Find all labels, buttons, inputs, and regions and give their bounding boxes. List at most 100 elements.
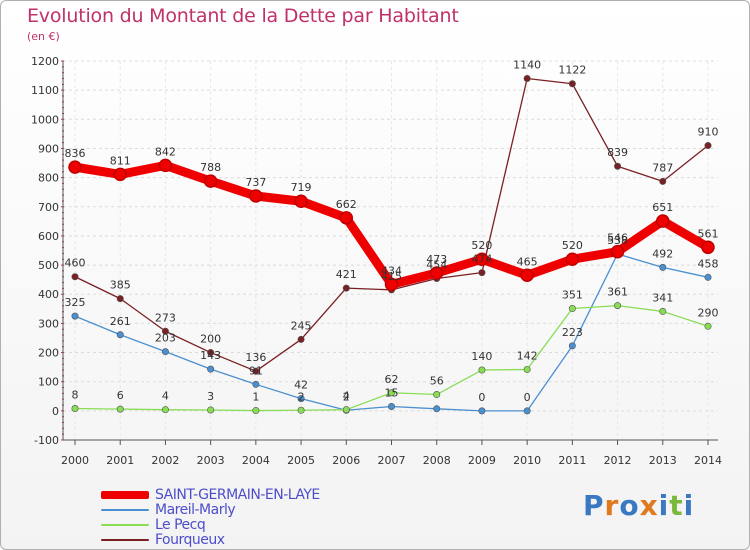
data-point xyxy=(342,284,350,292)
data-point xyxy=(252,367,260,375)
x-tick-label: 2013 xyxy=(649,454,677,467)
data-label: 245 xyxy=(291,319,312,332)
data-label: 142 xyxy=(517,349,538,362)
y-tick-label: 300 xyxy=(38,317,59,330)
data-label: 290 xyxy=(698,306,719,319)
data-point xyxy=(478,407,486,415)
data-point xyxy=(478,366,486,374)
data-label: 42 xyxy=(294,379,308,392)
data-point xyxy=(71,312,79,320)
legend-swatch xyxy=(101,523,149,526)
legend-swatch xyxy=(101,538,149,541)
data-point xyxy=(116,405,124,413)
data-label: 836 xyxy=(65,147,86,160)
logo-letter: i xyxy=(658,489,670,522)
data-point xyxy=(297,335,305,343)
logo-letter: o xyxy=(619,489,640,522)
y-tick-label: -100 xyxy=(34,434,59,447)
data-label: 520 xyxy=(562,239,583,252)
data-point xyxy=(297,406,305,414)
x-tick-label: 2003 xyxy=(197,454,225,467)
data-label: 415 xyxy=(381,270,402,283)
data-point xyxy=(568,342,576,350)
legend-item: Le Pecq xyxy=(101,516,320,533)
data-point xyxy=(339,211,354,225)
data-point xyxy=(207,365,215,373)
data-point xyxy=(158,158,173,173)
logo-letter: P xyxy=(583,489,605,522)
data-point xyxy=(71,273,79,281)
data-point xyxy=(659,307,667,315)
data-label: 454 xyxy=(426,258,447,271)
y-tick-label: 700 xyxy=(38,201,59,214)
data-label: 465 xyxy=(517,255,538,268)
legend-label: SAINT-GERMAIN-EN-LAYE xyxy=(155,486,320,503)
data-label: 1140 xyxy=(513,58,541,71)
data-point xyxy=(523,407,531,415)
data-label: 385 xyxy=(110,279,131,292)
data-point xyxy=(207,349,215,357)
data-point xyxy=(252,407,260,415)
legend-item: Mareil-Marly xyxy=(101,501,320,518)
data-point xyxy=(161,327,169,335)
data-point xyxy=(433,405,441,413)
data-label: 0 xyxy=(478,391,485,404)
data-point xyxy=(161,406,169,414)
data-label: 136 xyxy=(245,351,266,364)
data-label: 787 xyxy=(652,161,673,174)
data-label: 492 xyxy=(652,247,673,260)
legend: SAINT-GERMAIN-EN-LAYE Mareil-Marly Le Pecq… xyxy=(101,486,320,548)
x-tick-label: 2004 xyxy=(242,454,270,467)
data-label: 223 xyxy=(562,326,583,339)
logo-letter: t xyxy=(669,489,684,522)
logo-letter: r xyxy=(604,489,620,522)
data-label: 434 xyxy=(381,264,402,277)
data-label: 651 xyxy=(652,201,673,214)
legend-label: Fourqueux xyxy=(155,531,225,548)
data-label: 4 xyxy=(343,390,350,403)
data-label: 4 xyxy=(162,390,169,403)
chart-subtitle: (en €) xyxy=(27,30,60,43)
data-label: 91 xyxy=(249,364,263,377)
data-label: 341 xyxy=(652,291,673,304)
data-point xyxy=(704,322,712,330)
x-tick-label: 2005 xyxy=(287,454,315,467)
data-label: 421 xyxy=(336,268,357,281)
data-point xyxy=(565,252,580,266)
proxiti-logo: Proxiti xyxy=(583,489,694,522)
data-label: 3 xyxy=(207,390,214,403)
data-point xyxy=(297,395,305,403)
data-label: 325 xyxy=(65,296,86,309)
data-point xyxy=(203,174,218,188)
data-point xyxy=(252,380,260,388)
data-label: 261 xyxy=(110,315,131,328)
legend-label: Mareil-Marly xyxy=(155,501,236,518)
data-point xyxy=(161,348,169,356)
data-label: 662 xyxy=(336,198,357,211)
data-point xyxy=(659,177,667,185)
data-point xyxy=(71,405,79,413)
data-label: 561 xyxy=(698,227,719,240)
data-label: 15 xyxy=(385,386,399,399)
data-point xyxy=(523,365,531,373)
data-label: 2 xyxy=(343,390,350,403)
data-label: 1 xyxy=(252,391,259,404)
logo-letter: i xyxy=(683,489,695,522)
y-tick-label: 900 xyxy=(38,142,59,155)
legend-item: Fourqueux xyxy=(101,531,320,548)
y-tick-label: 400 xyxy=(38,288,59,301)
data-label: 910 xyxy=(698,126,719,139)
legend-label: Le Pecq xyxy=(155,516,206,533)
data-label: 0 xyxy=(524,391,531,404)
data-point xyxy=(659,263,667,271)
data-point xyxy=(478,269,486,277)
data-label: 8 xyxy=(72,389,79,402)
x-tick-label: 2010 xyxy=(513,454,541,467)
y-tick-label: 1000 xyxy=(31,113,59,126)
data-point xyxy=(294,194,308,208)
data-label: 839 xyxy=(607,146,628,159)
data-label: 520 xyxy=(471,239,492,252)
data-label: 737 xyxy=(245,176,266,189)
data-label: 546 xyxy=(607,232,628,245)
